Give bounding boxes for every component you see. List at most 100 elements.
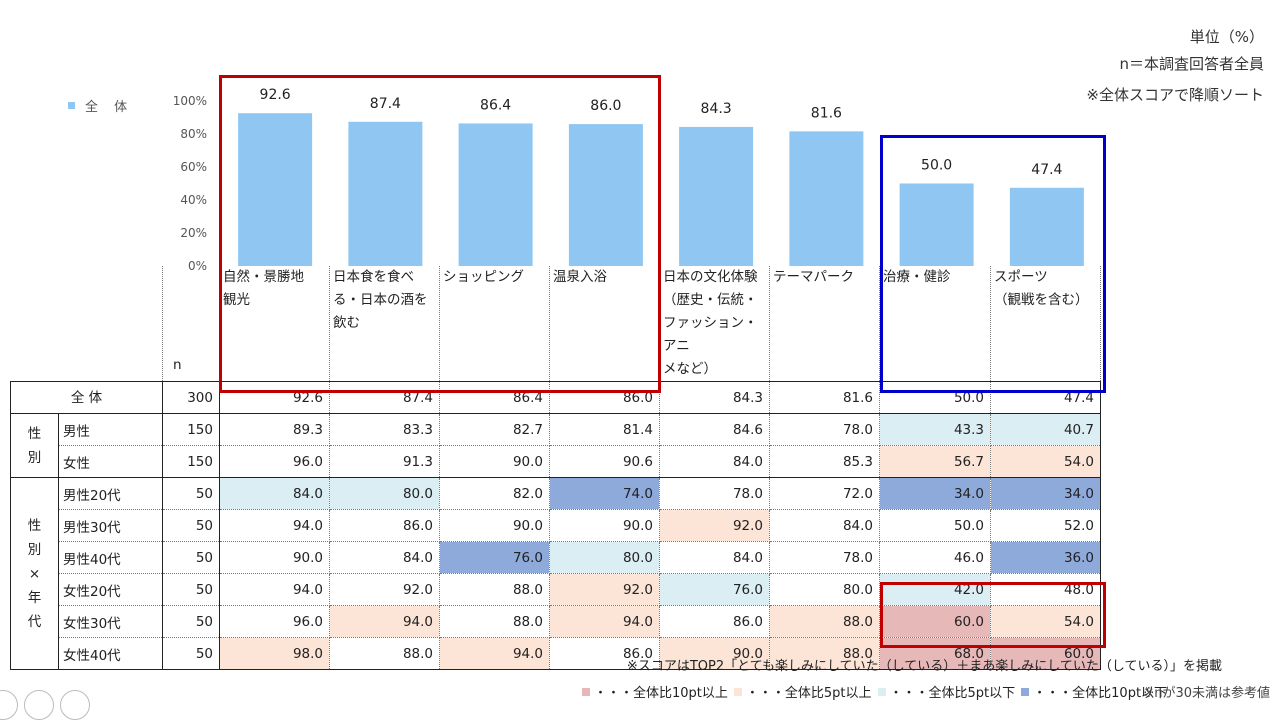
- data-cell: 91.3: [329, 445, 440, 478]
- data-cell: 88.0: [439, 605, 550, 638]
- row-label: 女性: [58, 445, 163, 478]
- row-n: 50: [162, 541, 220, 574]
- row-n: 50: [162, 509, 220, 542]
- column-header: 日本の文化体験 （歴史・伝統・ ファッション・アニ メなど）: [659, 266, 770, 382]
- column-header: 温泉入浴: [549, 266, 660, 382]
- data-cell: 85.3: [769, 445, 880, 478]
- row-n: 50: [162, 573, 220, 606]
- bar: [679, 126, 754, 266]
- bar-value-label: 84.3: [701, 101, 732, 117]
- circle-icon: [60, 690, 90, 720]
- bar-value-label: 81.6: [811, 105, 842, 121]
- bar-value-label: 47.4: [1031, 162, 1062, 178]
- legend-color-text: ・・・全体比5pt以下: [889, 686, 1016, 701]
- data-cell: 60.0: [990, 637, 1101, 670]
- row-label: 女性40代: [58, 637, 163, 670]
- data-cell: 88.0: [329, 637, 440, 670]
- data-cell: 98.0: [219, 637, 330, 670]
- data-cell: 90.6: [549, 445, 660, 478]
- total-label: 全 体: [10, 381, 163, 414]
- data-cell: 94.0: [219, 573, 330, 606]
- y-tick-label: 40%: [180, 193, 207, 207]
- total-n: 300: [162, 381, 220, 414]
- row-label: 女性30代: [58, 605, 163, 638]
- cross-tab-table: n 自然・景勝地 観光 日本食を食べ る・日本の酒を 飲む ショッピング 温泉入浴 日本の文化体…: [10, 266, 1101, 670]
- y-tick-label: 60%: [180, 160, 207, 174]
- data-cell: 54.0: [990, 605, 1101, 638]
- data-cell: 90.0: [549, 509, 660, 542]
- data-cell: 78.0: [769, 541, 880, 574]
- column-header: スポーツ （観戦を含む）: [990, 266, 1101, 382]
- data-cell: 84.0: [659, 541, 770, 574]
- data-cell: 82.7: [439, 413, 550, 446]
- table-row: 女性20代 50 94.0 92.0 88.0 92.0 76.0 80.0 42.0 48.0: [11, 573, 1101, 606]
- total-cell: 50.0: [879, 381, 991, 414]
- data-cell: 83.3: [329, 413, 440, 446]
- data-cell: 60.0: [879, 605, 991, 638]
- row-label: 女性20代: [58, 573, 163, 606]
- column-header: ショッピング: [439, 266, 550, 382]
- data-cell: 48.0: [990, 573, 1101, 606]
- data-cell: 76.0: [659, 573, 770, 606]
- total-row: 全 体 300 92.6 87.4 86.4 86.0 84.3 81.6 50.0 47.4: [10, 381, 1101, 414]
- legend-color-swatch: [733, 687, 742, 696]
- sample-note: n＝本調査回答者全員: [1119, 55, 1264, 73]
- data-cell: 84.0: [769, 509, 880, 542]
- column-header: 治療・健診: [879, 266, 991, 382]
- circle-icon: [24, 690, 54, 720]
- table-row: 女性40代 50 98.0 88.0 94.0 86.0 90.0 88.0 68.0 60.0: [11, 637, 1101, 670]
- table-row: 性別 × 年代男性20代 50 84.0 80.0 82.0 74.0 78.0 72.0 34.0…: [10, 477, 1101, 670]
- group-label: 性別: [10, 413, 59, 478]
- column-header: 日本食を食べ る・日本の酒を 飲む: [329, 266, 440, 382]
- data-cell: 80.0: [769, 573, 880, 606]
- chart-legend: 全 体: [68, 96, 133, 115]
- row-n: 150: [162, 413, 220, 446]
- data-cell: 76.0: [439, 541, 550, 574]
- bar-value-label: 87.4: [370, 96, 401, 112]
- legend-color-swatch: [1021, 687, 1030, 696]
- legend-label: 全 体: [85, 100, 134, 115]
- y-tick-label: 20%: [180, 226, 207, 240]
- legend-color-text: ・・・全体比10pt以下: [1033, 686, 1168, 701]
- total-cell: 86.4: [439, 381, 550, 414]
- n-reference-note: ※nが30未満は参考値: [1143, 686, 1270, 701]
- data-cell: 34.0: [990, 477, 1101, 510]
- data-cell: 52.0: [990, 509, 1101, 542]
- bar: [458, 123, 533, 266]
- data-cell: 88.0: [769, 605, 880, 638]
- data-cell: 90.0: [439, 445, 550, 478]
- data-cell: 92.0: [329, 573, 440, 606]
- legend-color-swatch: [877, 687, 886, 696]
- bar-value-label: 86.0: [590, 98, 621, 114]
- group-label: 性別 × 年代: [10, 477, 59, 670]
- bar: [899, 183, 974, 266]
- row-n: 150: [162, 445, 220, 478]
- table-row: 性別男性 150 89.3 83.3 82.7 81.4 84.6 78.0 43.3 40.7: [10, 413, 1101, 478]
- data-cell: 86.0: [549, 637, 660, 670]
- data-cell: 96.0: [219, 605, 330, 638]
- row-n: 50: [162, 637, 220, 670]
- bar-value-label: 50.0: [921, 158, 952, 174]
- bar: [238, 113, 313, 267]
- column-header: 自然・景勝地 観光: [219, 266, 330, 382]
- data-cell: 94.0: [549, 605, 660, 638]
- data-cell: 90.0: [659, 637, 770, 670]
- total-cell: 87.4: [329, 381, 440, 414]
- data-cell: 78.0: [769, 413, 880, 446]
- header-blank: [10, 266, 163, 382]
- data-cell: 90.0: [219, 541, 330, 574]
- data-cell: 43.3: [879, 413, 991, 446]
- column-header: テーマパーク: [769, 266, 880, 382]
- table-row: 女性 150 96.0 91.3 90.0 90.6 84.0 85.3 56.7 54.0: [11, 445, 1101, 478]
- table-row: 男性30代 50 94.0 86.0 90.0 90.0 92.0 84.0 50.0 52.0: [11, 509, 1101, 542]
- bar: [348, 121, 423, 266]
- total-cell: 81.6: [769, 381, 880, 414]
- total-cell: 92.6: [219, 381, 330, 414]
- unit-note: 単位（%）: [1189, 28, 1264, 46]
- data-cell: 40.7: [990, 413, 1101, 446]
- data-cell: 36.0: [990, 541, 1101, 574]
- row-n: 50: [162, 605, 220, 638]
- data-cell: 34.0: [879, 477, 991, 510]
- row-label: 男性20代: [58, 477, 163, 510]
- legend-color-text: ・・・全体比5pt以上: [745, 686, 872, 701]
